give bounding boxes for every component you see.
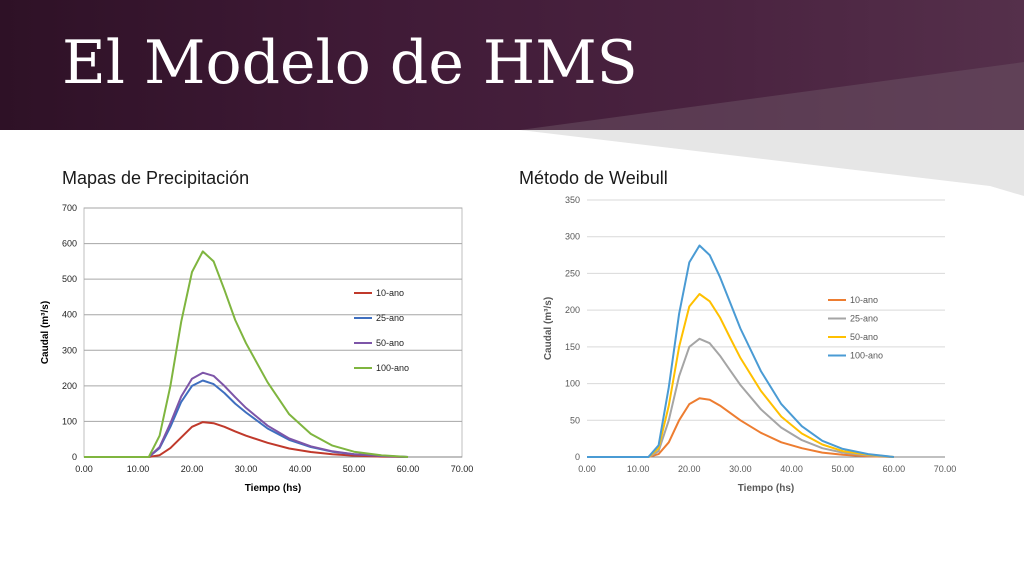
chart-weibull: 0 50 100 150 200 250 300 350 0.00 10.00 20.00 30.00… (543, 195, 957, 494)
chart0-x-tick-label: 60.00 (397, 464, 420, 474)
chart0-y-tick-label: 600 (62, 239, 77, 249)
chart0-y-tick-label: 400 (62, 310, 77, 320)
chart0-series-50-ano (84, 371, 409, 458)
chart1-legend-label-25-ano: 25-ano (850, 314, 878, 324)
chart-title-weibull: Método de Weibull (519, 168, 668, 188)
chart1-y-tick-label: 300 (565, 232, 580, 242)
chart1-x-tick-label: 30.00 (729, 464, 752, 474)
chart0-y-tick-label: 300 (62, 345, 77, 355)
chart1-y-tick-label: 350 (565, 195, 580, 205)
chart0-x-axis-label: Tiempo (hs) (245, 483, 301, 494)
chart1-legend-label-50-ano: 50-ano (850, 332, 878, 342)
chart0-legend-label-50-ano: 50-ano (376, 338, 404, 348)
chart1-x-tick-label: 20.00 (678, 464, 701, 474)
chart0-y-tick-label: 700 (62, 203, 77, 213)
chart0-legend-label-100-ano: 100-ano (376, 363, 409, 373)
chart0-series-100-ano (84, 250, 409, 458)
chart-title-precipitacion: Mapas de Precipitación (62, 168, 250, 188)
chart0-y-tick-label: 0 (72, 452, 77, 462)
chart1-series-50-ano (587, 293, 894, 458)
chart1-y-tick-label: 150 (565, 342, 580, 352)
chart1-legend-label-100-ano: 100-ano (850, 351, 883, 361)
chart0-x-tick-label: 10.00 (127, 464, 150, 474)
chart1-series-10-ano (587, 397, 894, 458)
banner-swoosh (520, 62, 1024, 196)
chart1-x-tick-label: 10.00 (627, 464, 650, 474)
chart0-y-tick-label: 100 (62, 416, 77, 426)
chart0-x-tick-label: 30.00 (235, 464, 258, 474)
chart1-series-100-ano (587, 244, 895, 458)
chart0-x-tick-label: 40.00 (289, 464, 312, 474)
chart1-y-tick-label: 200 (565, 305, 580, 315)
chart1-y-tick-label: 250 (565, 268, 580, 278)
chart1-y-tick-label: 50 (570, 415, 580, 425)
chart0-series-10-ano (84, 421, 409, 458)
chart1-x-tick-label: 50.00 (831, 464, 854, 474)
chart0-legend-label-10-ano: 10-ano (376, 288, 404, 298)
chart0-x-tick-label: 70.00 (451, 464, 474, 474)
chart0-x-tick-label: 50.00 (343, 464, 366, 474)
chart0-y-axis-label: Caudal (m³/s) (40, 301, 51, 364)
chart1-series-25-ano (587, 337, 894, 458)
chart1-x-tick-label: 60.00 (883, 464, 906, 474)
slide-title: El Modelo de HMS (62, 28, 638, 98)
chart0-plot-border (83, 207, 463, 458)
chart1-y-axis-label: Caudal (m³/s) (543, 297, 554, 360)
chart0-legend-label-25-ano: 25-ano (376, 313, 404, 323)
chart1-legend-label-10-ano: 10-ano (850, 295, 878, 305)
chart1-x-tick-label: 40.00 (780, 464, 803, 474)
chart0-series-25-ano (84, 379, 409, 458)
chart0-x-tick-label: 20.00 (181, 464, 204, 474)
chart0-x-tick-label: 0.00 (75, 464, 93, 474)
chart1-x-tick-label: 0.00 (578, 464, 596, 474)
chart1-x-tick-label: 70.00 (934, 464, 957, 474)
chart0-y-tick-label: 200 (62, 381, 77, 391)
chart1-x-axis-label: Tiempo (hs) (738, 483, 794, 494)
chart-precipitacion: 0 100 200 300 400 500 600 700 0.00 10.00 20.00 30.0… (40, 203, 474, 494)
chart1-y-tick-label: 0 (575, 452, 580, 462)
chart0-y-tick-label: 500 (62, 274, 77, 284)
chart1-y-tick-label: 100 (565, 379, 580, 389)
